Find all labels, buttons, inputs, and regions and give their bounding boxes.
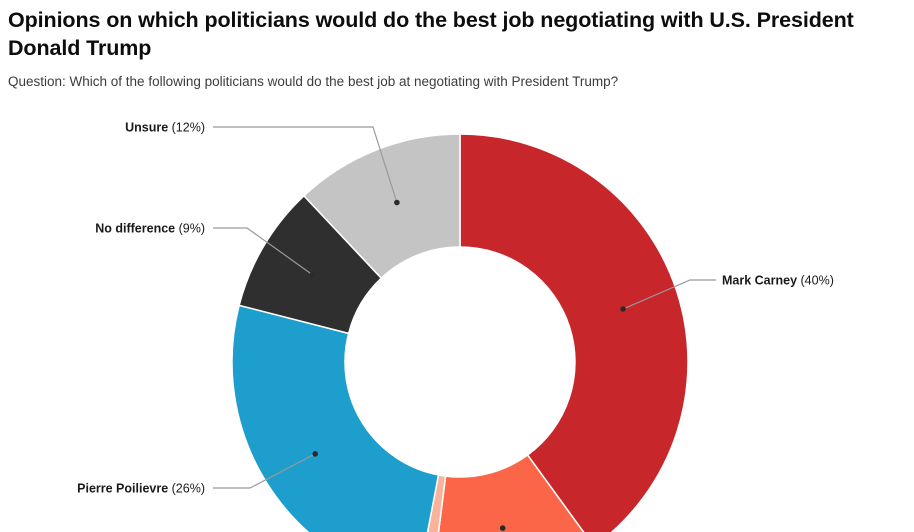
chart-subtitle: Question: Which of the following politic… <box>8 73 619 89</box>
donut-segment-mark-carney[interactable] <box>459 133 689 532</box>
segment-label-no-difference: No difference (9%) <box>95 222 205 236</box>
leader-dot-pierre-poilievre <box>312 451 319 457</box>
leader-line-no-difference <box>213 227 313 276</box>
chart-header: Opinions on which politicians would do t… <box>0 0 914 89</box>
leader-dot-unsure <box>394 199 400 206</box>
leader-dot-no-difference <box>309 271 316 278</box>
leader-dot-mark-carney <box>620 306 626 312</box>
donut-segment-unlabeled-1[interactable] <box>431 453 594 532</box>
segment-label-pierre-poilievre: Pierre Poilievre (26%) <box>77 482 205 496</box>
leader-line-unsure <box>213 126 398 203</box>
segment-label-mark-carney: Mark Carney (40%) <box>722 274 834 288</box>
leader-line-pierre-poilievre <box>213 453 316 489</box>
chart-title: Opinions on which politicians would do t… <box>8 8 854 61</box>
donut-segment-unsure[interactable] <box>302 133 461 280</box>
donut-chart: Mark Carney (40%) Pierre Poilievre (26%) N… <box>77 121 834 532</box>
segment-label-unsure: Unsure (12%) <box>125 121 205 135</box>
donut-segment-pierre-poilievre[interactable] <box>231 304 440 532</box>
leader-line-mark-carney <box>622 279 716 310</box>
leader-dot-unlabeled-1 <box>499 525 506 531</box>
